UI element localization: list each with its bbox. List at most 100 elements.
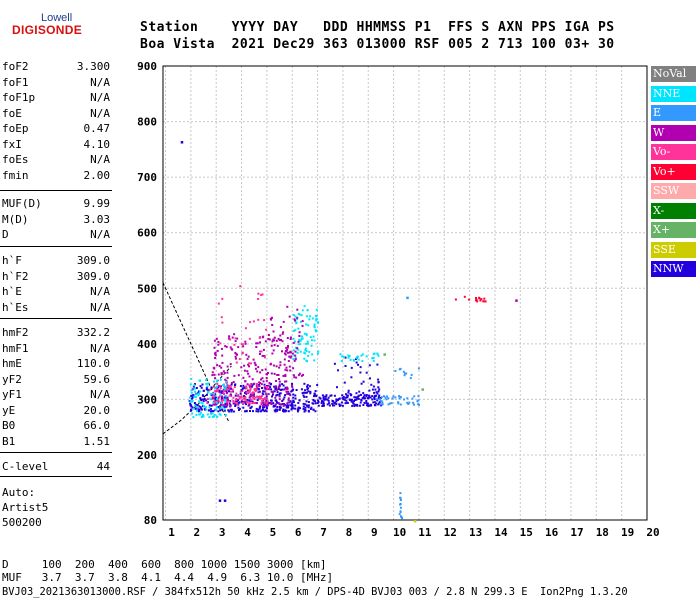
echo-point [225, 404, 228, 407]
legend-item-nne: NNE [651, 85, 696, 102]
echo-point [217, 396, 220, 399]
echo-point [194, 404, 197, 407]
param-fof1: foF1 N/A [2, 76, 110, 91]
echo-point [409, 377, 412, 380]
echo-point [205, 386, 208, 389]
echo-point [305, 400, 308, 403]
echo-point [327, 399, 330, 402]
echo-point [232, 401, 235, 404]
echo-point [218, 499, 222, 502]
echo-point [373, 401, 376, 404]
echo-point [255, 346, 258, 348]
echo-point [365, 395, 368, 398]
echo-point [371, 357, 374, 360]
echo-point [217, 302, 220, 305]
echo-point [209, 408, 212, 410]
echo-point [360, 393, 362, 396]
echo-point [326, 403, 329, 406]
echo-point [303, 395, 306, 398]
echo-point [377, 402, 380, 405]
echo-point [478, 296, 481, 299]
echo-point [260, 396, 262, 399]
echo-point [255, 388, 258, 391]
echo-point [180, 141, 184, 144]
echo-point [313, 393, 316, 396]
echo-point [307, 401, 310, 403]
echo-point [244, 396, 247, 399]
legend-item-vo: Vo- [651, 144, 696, 160]
echo-point [218, 413, 221, 416]
echo-point [278, 383, 281, 386]
echo-point [313, 359, 316, 362]
echo-point [376, 397, 379, 400]
echo-point [234, 401, 237, 404]
echo-point [251, 392, 254, 395]
echo-point [223, 390, 226, 393]
echo-point [276, 374, 279, 376]
echo-point [259, 410, 262, 413]
echo-point [308, 350, 311, 353]
echo-point [232, 390, 235, 393]
echo-point [272, 338, 275, 341]
echo-point [205, 393, 208, 396]
echo-point [283, 396, 286, 399]
echo-point [359, 371, 362, 374]
echo-point [297, 312, 300, 315]
y-tick-label: 80 [144, 514, 157, 527]
param-name: C-level [2, 460, 49, 473]
echo-point [315, 319, 318, 322]
echo-point [225, 397, 228, 400]
echo-point [319, 397, 322, 400]
echo-point [221, 399, 224, 402]
echo-point [220, 397, 223, 400]
echo-point [272, 364, 275, 367]
echo-point [248, 375, 251, 378]
param-name: h`F [2, 254, 22, 267]
echo-point [251, 395, 254, 398]
echo-point [303, 382, 306, 385]
echo-point [283, 358, 286, 361]
echo-point [263, 386, 266, 389]
echo-point [303, 332, 306, 335]
echo-point [254, 387, 257, 390]
echo-point [278, 405, 281, 408]
echo-point [264, 340, 267, 343]
echo-point [211, 415, 214, 418]
echo-point [251, 378, 254, 381]
echo-point [304, 403, 307, 406]
echo-point [306, 391, 308, 394]
echo-point [256, 370, 259, 373]
echo-point [241, 398, 244, 401]
echo-point [358, 404, 361, 407]
param-name: yF2 [2, 372, 22, 386]
param-he: h`E N/A [2, 285, 110, 300]
echo-point [333, 394, 336, 397]
echo-point [374, 404, 377, 407]
echo-point [394, 396, 397, 399]
legend-item-w: W [651, 124, 696, 141]
echo-point [195, 387, 198, 389]
echo-point [294, 319, 296, 322]
echo-point [223, 396, 226, 399]
echo-point [198, 405, 201, 408]
x-tick-label: 9 [371, 526, 378, 539]
echo-point [242, 345, 245, 348]
echo-point [286, 305, 289, 308]
echo-point [377, 386, 380, 389]
echo-point [274, 396, 277, 399]
echo-point [194, 407, 197, 410]
echo-point [215, 337, 218, 340]
echo-point [283, 388, 286, 391]
echo-point [225, 387, 228, 390]
echo-point [292, 388, 295, 391]
echo-point [338, 404, 341, 407]
echo-point [280, 403, 282, 406]
param-value: N/A [90, 91, 110, 104]
echo-point [274, 399, 277, 402]
echo-point [269, 386, 272, 389]
echo-point [287, 360, 290, 362]
param-value: N/A [90, 228, 110, 241]
echo-point [230, 408, 233, 411]
echo-point [221, 321, 224, 324]
echo-point [202, 405, 205, 407]
